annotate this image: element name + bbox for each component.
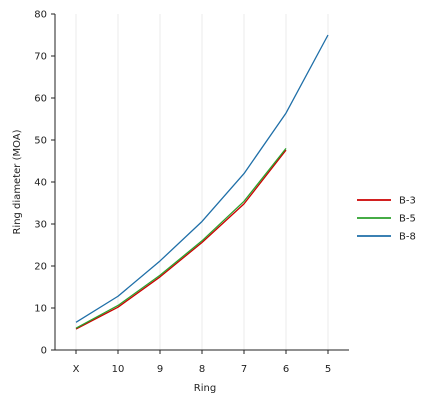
x-tick-label: 7 (241, 364, 247, 375)
y-tick-label: 50 (34, 136, 47, 147)
grid-lines (75, 14, 329, 350)
series-line-b-3 (75, 149, 287, 330)
legend-label: B-8 (399, 232, 416, 243)
y-tick-label: 10 (34, 304, 47, 315)
x-tick-label: 5 (325, 364, 331, 375)
y-tick-label: 30 (34, 220, 47, 231)
series-line-b-8 (75, 34, 329, 323)
y-axis-ticks: 0 10 20 30 40 50 60 70 80 (34, 10, 55, 357)
y-tick-label: 70 (34, 52, 47, 63)
x-axis-ticks: X 10 9 8 7 6 5 (73, 350, 331, 375)
legend-label: B-3 (399, 196, 416, 207)
y-tick-label: 0 (41, 346, 47, 357)
x-tick-label: 8 (199, 364, 205, 375)
series-line-b-5 (75, 147, 287, 329)
y-tick-label: 20 (34, 262, 47, 273)
x-tick-label: 6 (283, 364, 289, 375)
y-axis-title: Ring diameter (MOA) (12, 129, 23, 234)
y-tick-label: 60 (34, 94, 47, 105)
legend-label: B-5 (399, 214, 416, 225)
y-tick-label: 40 (34, 178, 47, 189)
x-tick-label: X (73, 364, 80, 375)
series-lines (75, 34, 329, 330)
x-tick-label: 10 (112, 364, 125, 375)
y-tick-label: 80 (34, 10, 47, 21)
x-axis-title: Ring (194, 383, 216, 394)
x-tick-label: 9 (157, 364, 163, 375)
legend: B-3 B-5 B-8 (357, 196, 416, 243)
